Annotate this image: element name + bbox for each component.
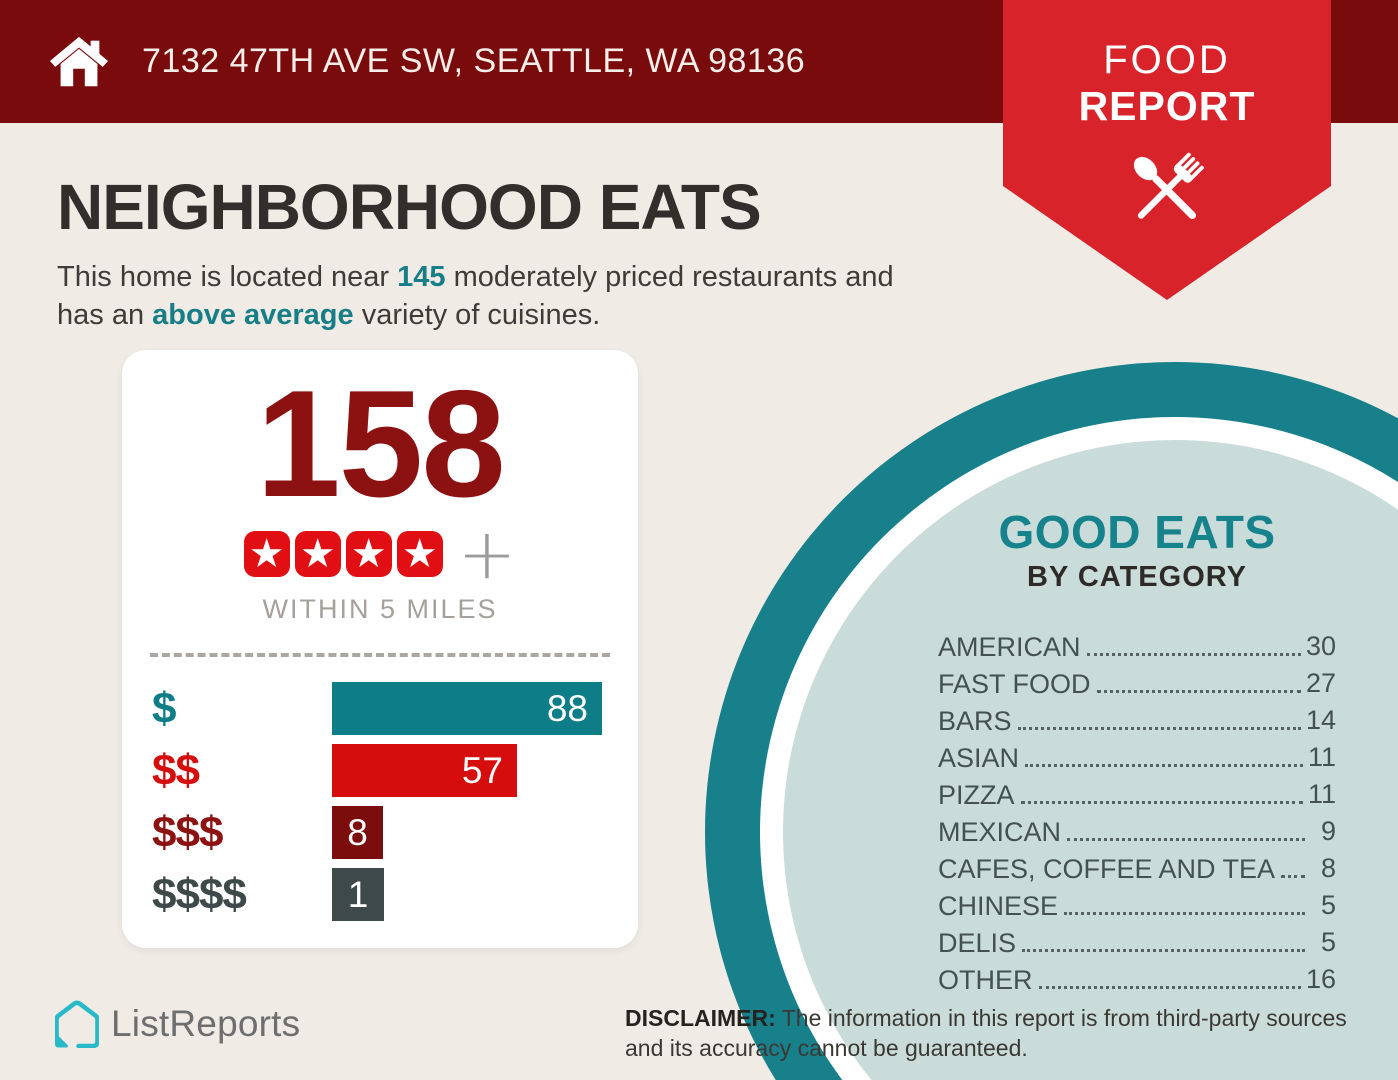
summary-part1: This home is located near — [57, 261, 398, 293]
ribbon-inner: FOOD REPORT — [1009, 0, 1325, 291]
category-label: MEXICAN — [938, 817, 1062, 847]
bar-label: $$$ — [152, 807, 223, 857]
category-label: AMERICAN — [938, 632, 1081, 662]
list-item: OTHER 16 — [938, 959, 1336, 996]
bar-value: 1 — [347, 873, 369, 915]
disclaimer-text: The information in this report is from t… — [625, 1005, 1347, 1062]
disclaimer-label: DISCLAIMER: — [625, 1005, 776, 1031]
listreports-house-icon — [55, 1000, 99, 1048]
category-value: 14 — [1305, 705, 1336, 735]
list-item: BARS 14 — [938, 700, 1336, 737]
bar-row-price-4: $$$$ 1 — [122, 868, 638, 921]
property-address: 7132 47TH AVE SW, SEATTLE, WA 98136 — [142, 42, 806, 80]
category-value: 5 — [1320, 890, 1336, 920]
category-label: BARS — [938, 706, 1012, 736]
ribbon-title-line2: REPORT — [1078, 83, 1256, 129]
star-icon: ★ — [243, 531, 290, 577]
list-item: PIZZA 11 — [938, 774, 1336, 811]
category-value: 30 — [1305, 631, 1336, 661]
dot-leader — [1025, 764, 1303, 767]
hero-section: NEIGHBORHOOD EATS This home is located n… — [57, 170, 977, 335]
summary-part2: moderately priced restaurants and has an — [57, 261, 894, 332]
dot-leader — [1020, 801, 1303, 804]
category-label: DELIS — [938, 928, 1017, 958]
price-tier-bar-chart: $ 88 $$ 57 $$$ 8 $$$$ 1 — [122, 682, 638, 921]
dot-leader — [1038, 986, 1301, 989]
disclaimer: DISCLAIMER: The information in this repo… — [625, 1003, 1355, 1064]
list-item: DELIS 5 — [938, 922, 1336, 959]
list-item: ASIAN 11 — [938, 737, 1336, 774]
list-item: CAFES, COFFEE AND TEA 8 — [938, 848, 1336, 885]
restaurant-count: 158 — [256, 359, 506, 529]
bar-row-price-1: $ 88 — [122, 682, 638, 735]
home-icon — [49, 36, 109, 86]
spoon-fork-icon — [1133, 152, 1204, 220]
dot-leader — [1017, 727, 1301, 730]
list-item: CHINESE 5 — [938, 885, 1336, 922]
brand-name: ListReports — [111, 1003, 301, 1044]
list-item: AMERICAN 30 — [938, 626, 1336, 663]
list-item: FAST FOOD 27 — [938, 663, 1336, 700]
bar-label: $$$$ — [152, 869, 247, 919]
category-label: OTHER — [938, 965, 1033, 995]
category-label: CAFES, COFFEE AND TEA — [938, 854, 1276, 884]
category-list: AMERICAN 30 FAST FOOD 27 BARS 14 ASIAN 11 PI… — [938, 626, 1336, 996]
bar-value: 57 — [461, 749, 503, 791]
star-icon: ★ — [396, 531, 443, 577]
category-label: FAST FOOD — [938, 669, 1091, 699]
category-value: 27 — [1305, 668, 1336, 698]
category-label: ASIAN — [938, 743, 1020, 773]
summary-count-highlight: 145 — [397, 261, 446, 293]
dot-leader — [1281, 875, 1305, 878]
good-eats-panel: GOOD EATS BY CATEGORY AMERICAN 30 FAST FO… — [938, 505, 1336, 996]
ribbon-title-line1: FOOD — [1103, 38, 1231, 82]
food-report-ribbon: FOOD REPORT — [1003, 0, 1331, 300]
radius-caption: WITHIN 5 MILES — [262, 594, 498, 624]
restaurant-stat-card: 158 ★ ★ ★ ★ + WITHIN 5 MILES $ 88 $$ 57 … — [122, 350, 638, 948]
star-icon: ★ — [294, 531, 341, 577]
category-value: 5 — [1320, 927, 1336, 957]
bar: 88 — [332, 682, 602, 735]
category-value: 16 — [1305, 964, 1336, 994]
plus-icon: + — [457, 513, 517, 595]
dot-leader — [1067, 838, 1305, 841]
bar-value: 88 — [546, 687, 588, 729]
star-icon: ★ — [345, 531, 392, 577]
bar: 8 — [332, 806, 383, 859]
dot-leader — [1022, 949, 1305, 952]
category-value: 9 — [1320, 816, 1336, 846]
bar-value: 8 — [347, 811, 368, 853]
dot-leader — [1064, 912, 1305, 915]
brand-logo: ListReports — [55, 1000, 300, 1048]
summary-part3: variety of cuisines. — [353, 299, 601, 332]
dashed-divider — [150, 653, 610, 657]
bar: 1 — [332, 868, 384, 921]
bar: 57 — [332, 744, 517, 797]
good-eats-title: GOOD EATS — [998, 506, 1276, 558]
bar-label: $ — [152, 683, 176, 733]
category-value: 11 — [1307, 742, 1336, 772]
good-eats-subtitle: BY CATEGORY — [1027, 561, 1247, 593]
list-item: MEXICAN 9 — [938, 811, 1336, 848]
category-value: 11 — [1307, 779, 1336, 809]
dot-leader — [1086, 653, 1301, 656]
summary-variety-highlight: above average — [152, 299, 354, 332]
bar-row-price-3: $$$ 8 — [122, 806, 638, 859]
summary-text: This home is located near 145 moderately… — [57, 258, 977, 335]
page-title: NEIGHBORHOOD EATS — [57, 171, 762, 243]
category-label: CHINESE — [938, 891, 1059, 921]
star-rating: ★ ★ ★ ★ + — [122, 513, 638, 595]
category-value: 8 — [1320, 853, 1336, 883]
category-label: PIZZA — [938, 780, 1015, 810]
bar-row-price-2: $$ 57 — [122, 744, 638, 797]
bar-label: $$ — [152, 745, 200, 795]
dot-leader — [1096, 690, 1301, 693]
